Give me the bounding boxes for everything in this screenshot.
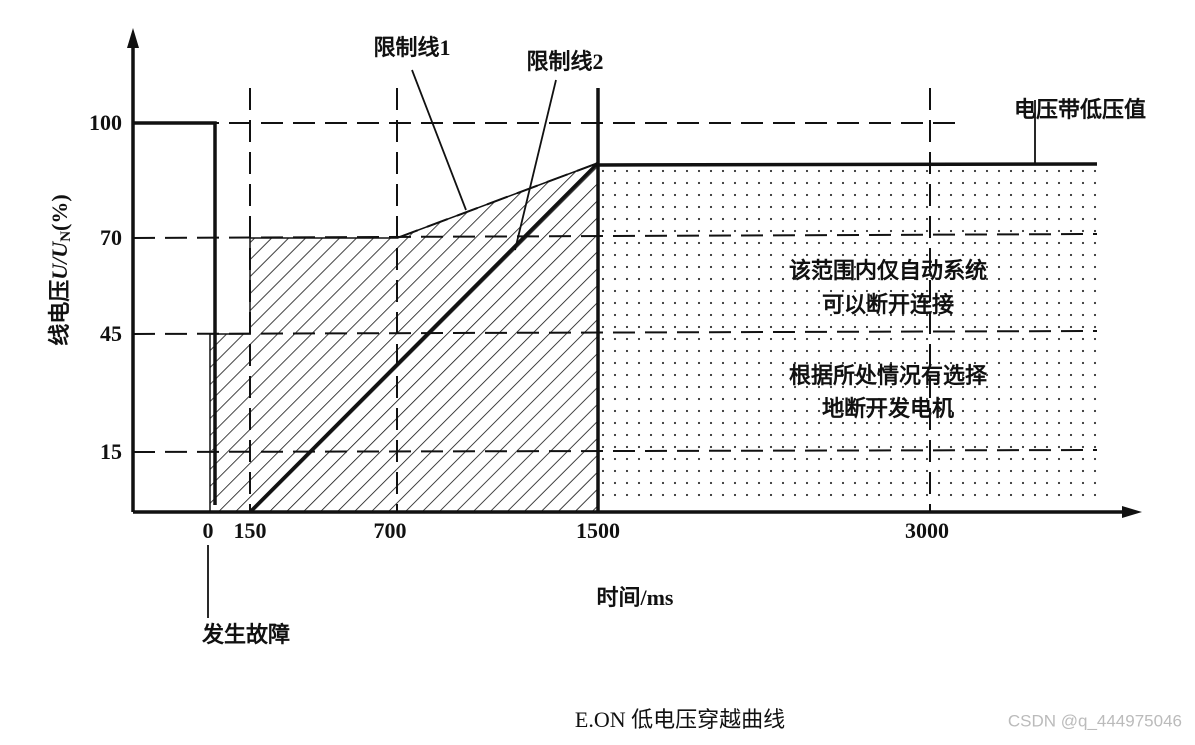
y-title-part: 线电压 xyxy=(47,280,72,346)
y-tick-label: 45 xyxy=(100,321,122,346)
leader xyxy=(514,79,557,251)
y-title-part: N xyxy=(58,231,74,242)
x-tick-label: 0 xyxy=(203,518,214,543)
y-tick-label: 70 xyxy=(100,225,122,250)
x-axis-title: 时间/ms xyxy=(596,585,673,610)
leader xyxy=(411,69,467,211)
pre-fault-curve xyxy=(133,121,217,505)
y-title-part: U/U xyxy=(47,241,72,280)
x-tick-label: 150 xyxy=(234,518,267,543)
x-arrow xyxy=(1122,506,1142,518)
caption: E.ON 低电压穿越曲线 xyxy=(575,707,785,732)
region-text: 可以断开连接 xyxy=(822,292,954,317)
x-tick-label: 700 xyxy=(374,518,407,543)
annotation: 限制线1 xyxy=(373,35,450,60)
y-arrow xyxy=(127,28,139,48)
limit-line-1 xyxy=(396,162,599,239)
x-tick-label: 3000 xyxy=(905,518,949,543)
y-title-part: (%) xyxy=(47,194,72,231)
low-voltage-line xyxy=(597,162,1098,167)
guide xyxy=(132,233,1098,239)
region-text: 该范围内仅自动系统 xyxy=(789,258,987,283)
guide xyxy=(132,330,1098,335)
guide xyxy=(132,449,1098,453)
region-text: 根据所处情况有选择 xyxy=(789,363,988,388)
y-tick-label: 100 xyxy=(89,110,122,135)
annotation: 发生故障 xyxy=(201,622,290,647)
annotation: 限制线2 xyxy=(526,49,603,74)
annotation: 电压带低压值 xyxy=(1014,97,1146,122)
x-tick-label: 1500 xyxy=(576,518,620,543)
hatched-region xyxy=(209,161,599,513)
dotted-region xyxy=(598,165,1097,505)
limit-line-2 xyxy=(248,161,600,514)
watermark: CSDN @q_444975046 xyxy=(1008,711,1182,730)
y-tick-label: 15 xyxy=(100,439,122,464)
y-axis-title: 线电压U/UN(%) xyxy=(47,194,74,345)
region-text: 地断开发电机 xyxy=(822,396,954,421)
